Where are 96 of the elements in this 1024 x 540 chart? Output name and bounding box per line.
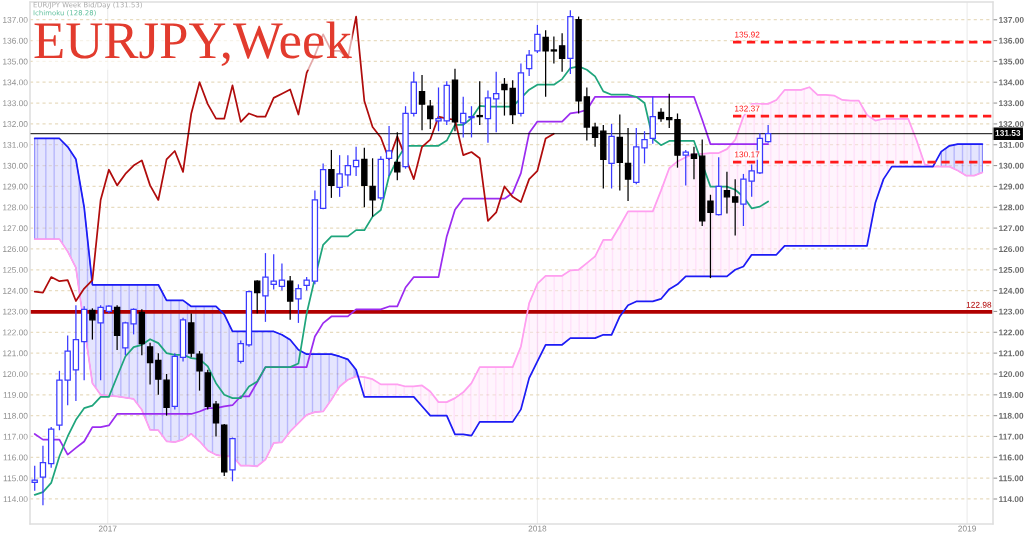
candlestick xyxy=(550,35,558,65)
y-tick-label: 128.00 xyxy=(3,204,28,211)
y2-tick-label: 119.00 xyxy=(999,392,1024,398)
ref-line-label: 122.98 xyxy=(966,301,992,308)
candlestick xyxy=(492,71,500,133)
candlestick xyxy=(328,149,335,199)
x-tick-label: 2018 xyxy=(528,525,547,532)
candlestick xyxy=(212,400,220,438)
candlestick xyxy=(525,49,533,77)
candlestick xyxy=(468,105,475,139)
y-tick-label: 132.00 xyxy=(3,121,28,128)
candlestick xyxy=(295,283,302,324)
candlestick xyxy=(731,178,739,237)
candlestick xyxy=(155,352,162,396)
y-tick-label: 135.00 xyxy=(3,58,28,65)
candlestick xyxy=(237,339,244,365)
candlestick xyxy=(476,80,483,126)
y-tick-label: 123.00 xyxy=(3,308,28,315)
y2-tick-label: 116.00 xyxy=(999,454,1024,461)
y-tick-label: 118.00 xyxy=(3,412,28,419)
y-tick-label: 127.00 xyxy=(3,225,28,232)
candlestick xyxy=(196,350,203,392)
candlestick xyxy=(484,89,492,144)
y-tick-label: 114.00 xyxy=(3,496,28,503)
candlestick xyxy=(435,86,442,132)
candlestick xyxy=(97,304,104,381)
candlestick xyxy=(682,149,689,187)
y2-tick-label: 133.00 xyxy=(999,100,1024,107)
y2-tick-label: 114.00 xyxy=(999,496,1024,503)
y2-tick-label: 132.00 xyxy=(999,121,1024,128)
y-tick-label: 133.00 xyxy=(3,100,28,107)
y2-tick-label: 122.00 xyxy=(999,329,1024,336)
y2-tick-label: 125.00 xyxy=(999,266,1024,273)
y-tick-label: 121.00 xyxy=(3,350,28,357)
candlestick xyxy=(39,445,47,506)
y2-tick-label: 117.00 xyxy=(999,433,1024,440)
chart-title: EURJPY,Week xyxy=(34,21,352,67)
y-tick-label: 122.00 xyxy=(3,329,28,336)
y2-tick-label: 130.00 xyxy=(999,162,1024,169)
candlestick xyxy=(31,465,38,492)
candlestick xyxy=(146,342,154,386)
candlestick xyxy=(418,74,426,131)
ref-line-label: 131.53 xyxy=(995,130,1021,136)
candlestick xyxy=(690,146,698,180)
y-tick-label: 134.00 xyxy=(3,79,28,86)
y-tick-label: 131.00 xyxy=(3,141,28,148)
y2-tick-label: 115.00 xyxy=(999,475,1024,482)
ref-line-label: 130.17 xyxy=(735,151,760,158)
y-tick-label: 130.00 xyxy=(3,162,28,169)
x-tick-label: 2017 xyxy=(98,525,117,532)
ref-line-label: 135.92 xyxy=(735,31,760,38)
candlestick xyxy=(542,29,549,98)
y-tick-label: 136.00 xyxy=(3,37,28,44)
candlestick xyxy=(89,307,96,341)
y-tick-label: 117.00 xyxy=(3,433,28,440)
y2-tick-label: 127.00 xyxy=(999,225,1024,232)
ref-line-label: 132.37 xyxy=(735,105,760,112)
y2-tick-label: 128.00 xyxy=(999,204,1024,211)
line-series xyxy=(33,15,555,302)
candlestick xyxy=(707,194,714,279)
y-tick-label: 120.00 xyxy=(3,371,28,378)
y2-tick-label: 134.00 xyxy=(999,79,1024,86)
x-tick-label: 2019 xyxy=(958,525,976,532)
y2-tick-label: 136.00 xyxy=(999,37,1024,44)
candlestick xyxy=(286,275,294,321)
y-tick-label: 115.00 xyxy=(3,475,28,482)
y2-tick-label: 120.00 xyxy=(999,371,1024,378)
y2-tick-label: 121.00 xyxy=(999,350,1024,357)
candlestick xyxy=(369,157,376,218)
candlestick xyxy=(649,96,656,145)
y2-tick-label: 131.00 xyxy=(999,141,1024,148)
candlestick xyxy=(385,125,393,177)
candlestick xyxy=(460,96,467,139)
y2-tick-label: 118.00 xyxy=(999,412,1024,419)
y-tick-label: 129.00 xyxy=(3,183,28,190)
y2-tick-label: 129.00 xyxy=(999,183,1024,190)
candlestick xyxy=(253,279,261,315)
y2-tick-label: 123.00 xyxy=(999,308,1024,315)
candlestick xyxy=(344,154,352,188)
y2-tick-label: 126.00 xyxy=(999,246,1024,253)
line-series xyxy=(33,65,770,496)
y2-tick-label: 135.00 xyxy=(999,58,1024,65)
y-tick-label: 124.00 xyxy=(3,287,28,294)
candlestick xyxy=(336,154,343,198)
y-tick-label: 116.00 xyxy=(3,454,28,461)
candlestick xyxy=(534,24,541,54)
y2-tick-label: 124.00 xyxy=(999,287,1024,294)
y-tick-label: 126.00 xyxy=(3,246,28,253)
line-series xyxy=(33,95,770,456)
y2-tick-label: 137.00 xyxy=(999,16,1024,23)
y-tick-label: 137.00 xyxy=(3,16,28,23)
candlestick xyxy=(427,99,434,130)
candlestick xyxy=(666,93,673,129)
y-tick-label: 125.00 xyxy=(3,266,28,273)
candlestick xyxy=(558,32,566,73)
y-tick-label: 119.00 xyxy=(3,392,28,398)
